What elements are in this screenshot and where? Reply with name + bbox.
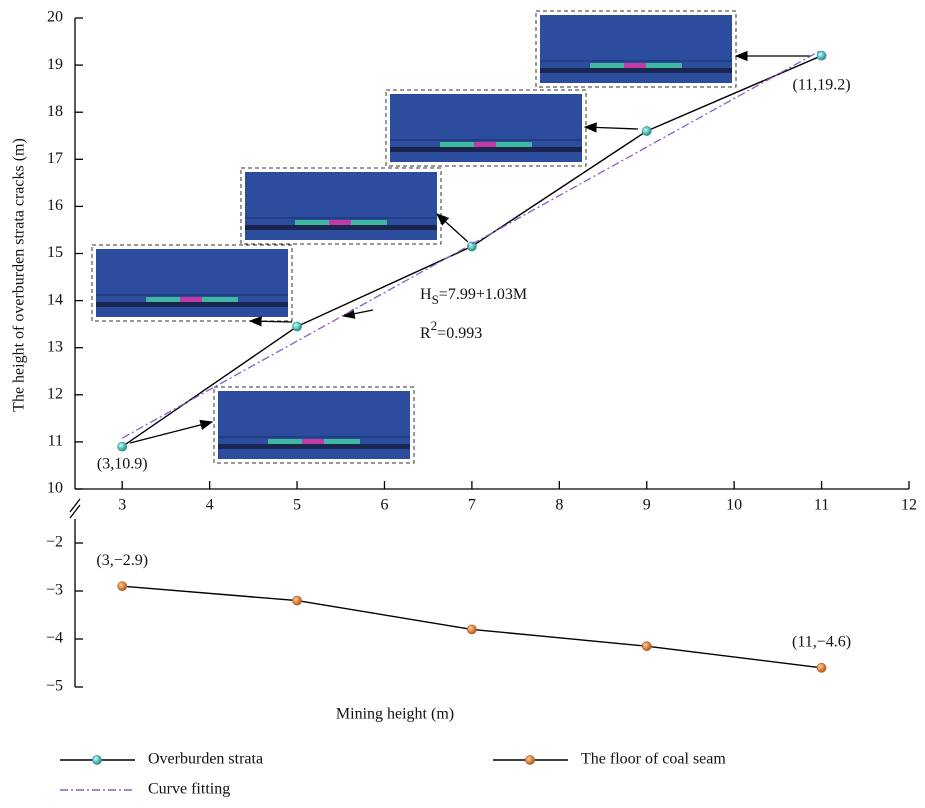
x-tick-label: 11 [814,497,829,514]
inset-seam [540,68,732,73]
arrow [129,419,214,444]
legend-label: Overburden strata [148,751,263,768]
legend-marker [92,755,102,765]
marker [292,321,302,332]
inset-crack-core [624,63,646,68]
legend-label: The floor of coal seam [581,751,726,768]
inset-crack-core [474,142,496,147]
y-tick-label: 18 [47,103,63,120]
y-tick-label: 12 [47,385,63,402]
point-label: (3,−2.9) [96,552,148,569]
inset-crack-core [302,439,324,444]
x-tick-label: 3 [118,497,126,514]
arrow [248,316,293,327]
axis-break [69,498,81,513]
inset-crack-core [180,297,202,302]
point-label: (11,−4.6) [792,633,851,650]
x-tick-label: 9 [643,497,651,514]
legend-label: Curve fitting [148,781,230,798]
arrow [341,308,374,319]
inset-seam [245,225,437,230]
x-tick-label: 10 [726,497,742,514]
axis-break [69,504,81,519]
marker [292,595,302,606]
x-tick-label: 6 [380,497,388,514]
x-tick-label: 12 [901,497,917,514]
point-label: (3,10.9) [97,455,148,472]
marker [466,624,477,635]
inset-crack-core [329,220,351,225]
y2-tick-label: −2 [46,534,63,551]
y-tick-label: 11 [48,433,63,450]
x-axis-label: Mining height (m) [336,706,454,723]
inset-seam [218,444,410,449]
y-tick-label: 14 [47,291,63,308]
marker [117,581,128,592]
marker [641,641,652,652]
legend-marker [525,755,535,765]
y-tick-label: 20 [47,9,63,26]
marker [466,241,477,252]
fit-line [121,49,822,439]
y2-tick-label: −3 [46,582,63,599]
y-tick-label: 10 [47,480,63,497]
y2-tick-label: −4 [46,630,63,647]
marker [816,662,827,673]
x-tick-label: 5 [293,497,301,514]
marker [641,126,652,136]
y-axis-label: The height of overburden strata cracks (… [11,138,28,412]
y-tick-label: 19 [47,56,63,73]
y2-tick-label: −5 [46,678,63,695]
x-tick-label: 7 [468,497,476,514]
inset-seam [96,302,288,307]
y-tick-label: 16 [47,197,63,214]
r-squared: R2=0.993 [420,318,482,342]
x-tick-label: 8 [555,497,563,514]
marker [816,50,827,61]
marker [117,441,128,452]
inset-seam [390,147,582,152]
arrow [436,213,469,243]
y-tick-label: 13 [47,338,63,355]
point-label: (11,19.2) [793,76,851,93]
y-tick-label: 17 [47,150,63,167]
equation: HS=7.99+1.03M [420,286,527,307]
arrow [583,122,639,133]
x-tick-label: 4 [206,497,214,514]
y-tick-label: 15 [47,244,63,261]
